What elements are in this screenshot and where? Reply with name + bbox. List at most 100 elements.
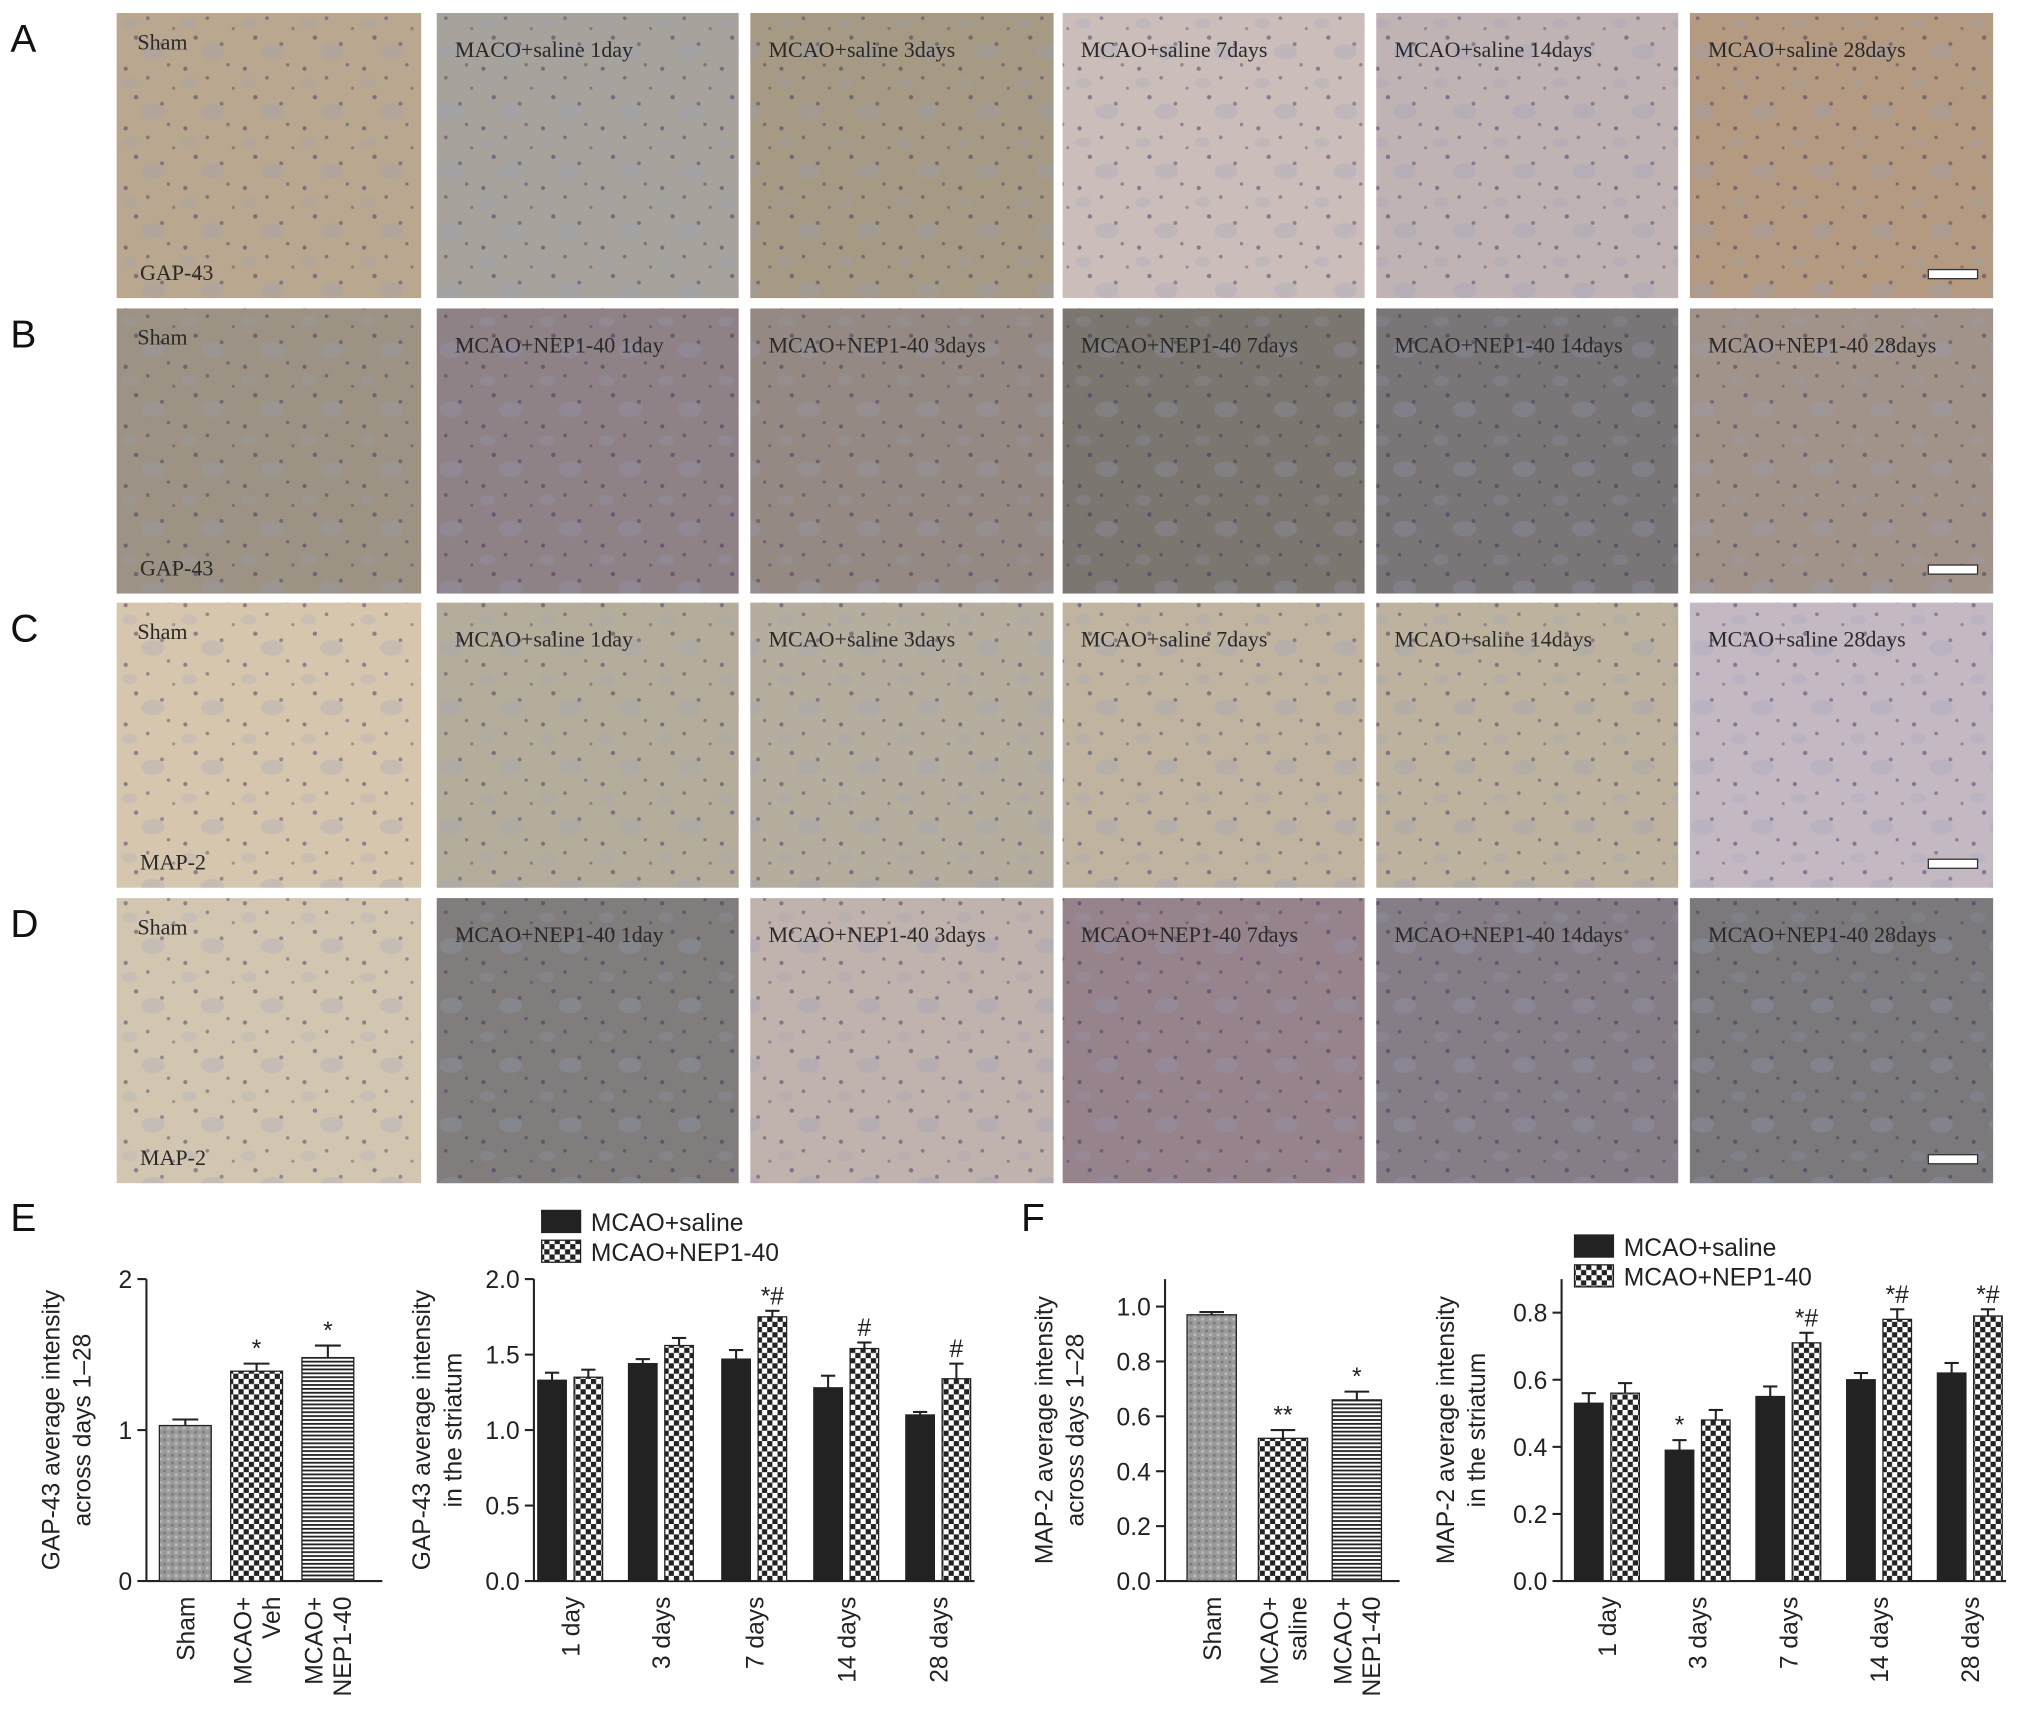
x-tick-label: 14 days <box>1867 1597 1894 1683</box>
bar <box>301 1356 355 1582</box>
y-tick-label: 1 <box>118 1418 132 1445</box>
x-tick-label-line: MCAO+ <box>1331 1597 1358 1685</box>
micrograph-label: Sham <box>137 29 187 54</box>
bar <box>1664 1449 1695 1582</box>
bar <box>1257 1437 1309 1582</box>
micrograph-label: MCAO+NEP1-40 1day <box>455 333 664 358</box>
y-tick-label: 0.2 <box>1513 1502 1547 1529</box>
x-tick-label: MCAO+NEP1-40 <box>302 1597 358 1697</box>
y-tick-label: 0 <box>118 1569 132 1596</box>
micrograph-texture <box>750 308 1054 594</box>
bar <box>1186 1314 1237 1582</box>
micrograph-texture <box>1376 308 1679 594</box>
micrograph-texture <box>1062 308 1365 594</box>
y-axis-label: MAP-2 average intensity <box>1031 1295 1058 1564</box>
legend-label: MCAO+NEP1-40 <box>591 1240 779 1267</box>
micrograph-texture <box>750 898 1054 1184</box>
x-tick-label-line: NEP1-40 <box>1359 1597 1386 1697</box>
significance-mark: # <box>858 1315 872 1342</box>
y-axis-label: GAP-43 average intensity <box>409 1289 436 1570</box>
x-tick-label: 3 days <box>1686 1597 1713 1670</box>
stain-label: MAP-2 <box>140 850 206 875</box>
stain-label: GAP-43 <box>140 260 213 285</box>
scale-bar <box>1927 1154 1979 1165</box>
y-tick-label: 0.6 <box>1513 1368 1547 1395</box>
bar <box>537 1379 567 1582</box>
bar <box>905 1414 936 1582</box>
micrograph-label: MCAO+saline 28days <box>1708 627 1906 652</box>
micrograph-texture <box>1376 12 1679 299</box>
x-tick-label: MCAO+Veh <box>230 1597 286 1685</box>
micrograph-label: Sham <box>137 619 187 644</box>
bar <box>664 1344 694 1582</box>
y-axis-label: across days 1–28 <box>1062 1334 1089 1527</box>
significance-mark: # <box>950 1336 964 1363</box>
micrograph-label: MCAO+NEP1-40 1day <box>455 922 664 947</box>
panel-letter: E <box>10 1197 36 1240</box>
y-tick-label: 1.0 <box>1117 1295 1151 1322</box>
significance-mark: *# <box>761 1283 785 1310</box>
micrograph-texture <box>1062 12 1365 299</box>
bar <box>813 1387 843 1582</box>
significance-mark: * <box>252 1336 262 1363</box>
legend-label: MCAO+saline <box>591 1210 744 1237</box>
x-tick-label-line: saline <box>1285 1597 1312 1661</box>
scale-bar <box>1927 268 1979 280</box>
micrograph-label: MCAO+NEP1-40 28days <box>1708 922 1936 947</box>
x-tick-label: Sham <box>173 1597 200 1661</box>
micrograph-label: MCAO+NEP1-40 3days <box>768 333 985 358</box>
bar <box>757 1316 788 1582</box>
significance-mark: * <box>1675 1413 1685 1440</box>
x-tick-label-line: MCAO+ <box>230 1597 257 1685</box>
y-axis-label: GAP-43 average intensity <box>39 1289 66 1570</box>
significance-mark: ** <box>1273 1403 1293 1430</box>
scale-bar <box>1927 858 1979 869</box>
stain-label: MAP-2 <box>140 1145 206 1170</box>
y-tick-label: 0.8 <box>1513 1301 1547 1328</box>
micrograph-label: MCAO+NEP1-40 3days <box>768 922 985 947</box>
significance-mark: *# <box>1795 1305 1819 1332</box>
x-tick-label-line: NEP1-40 <box>330 1597 357 1697</box>
y-tick-label: 0.0 <box>485 1569 519 1596</box>
micrograph-label: MACO+saline 1day <box>455 37 633 62</box>
legend-swatch <box>541 1239 582 1263</box>
y-axis-label: in the striatum <box>440 1353 467 1508</box>
y-tick-label: 1.5 <box>485 1343 519 1370</box>
legend-swatch <box>541 1209 582 1234</box>
x-tick-label: Sham <box>1200 1597 1227 1661</box>
micrograph-label: MCAO+saline 28days <box>1708 37 1906 62</box>
panel-letter: F <box>1021 1197 1045 1240</box>
x-tick-label: 14 days <box>834 1597 861 1683</box>
x-tick-label: 7 days <box>1776 1597 1803 1670</box>
legend-label: MCAO+saline <box>1624 1235 1777 1262</box>
x-tick-label: 1 day <box>1595 1596 1622 1657</box>
panel-letter: D <box>10 903 38 946</box>
micrograph-label: MCAO+NEP1-40 7days <box>1081 333 1298 358</box>
bar <box>1882 1318 1913 1582</box>
micrograph-texture <box>1689 308 1994 594</box>
legend-label: MCAO+NEP1-40 <box>1624 1265 1812 1292</box>
micrograph-label: MCAO+NEP1-40 14days <box>1394 922 1622 947</box>
x-tick-label: MCAO+saline <box>1257 1597 1313 1685</box>
micrograph-texture <box>116 602 422 888</box>
significance-mark: *# <box>1886 1282 1910 1309</box>
x-tick-label: MCAO+NEP1-40 <box>1331 1597 1387 1697</box>
y-tick-label: 0.5 <box>485 1494 519 1521</box>
y-tick-label: 0.4 <box>1117 1459 1151 1486</box>
y-tick-label: 0.0 <box>1513 1569 1547 1596</box>
scale-bar <box>1927 564 1979 575</box>
micrograph-texture <box>1376 898 1679 1184</box>
micrograph-label: MCAO+saline 3days <box>768 627 955 652</box>
x-tick-label: 28 days <box>1958 1597 1985 1683</box>
bar <box>1791 1342 1822 1582</box>
x-tick-label: 28 days <box>926 1597 953 1683</box>
micrograph-label: MCAO+saline 3days <box>768 37 955 62</box>
y-tick-label: 0.8 <box>1117 1350 1151 1377</box>
y-axis-label: MAP-2 average intensity <box>1433 1295 1460 1564</box>
significance-mark: * <box>1352 1364 1362 1391</box>
panel-letter: A <box>10 18 36 61</box>
bar <box>627 1362 658 1582</box>
significance-mark: *# <box>1976 1282 2000 1309</box>
